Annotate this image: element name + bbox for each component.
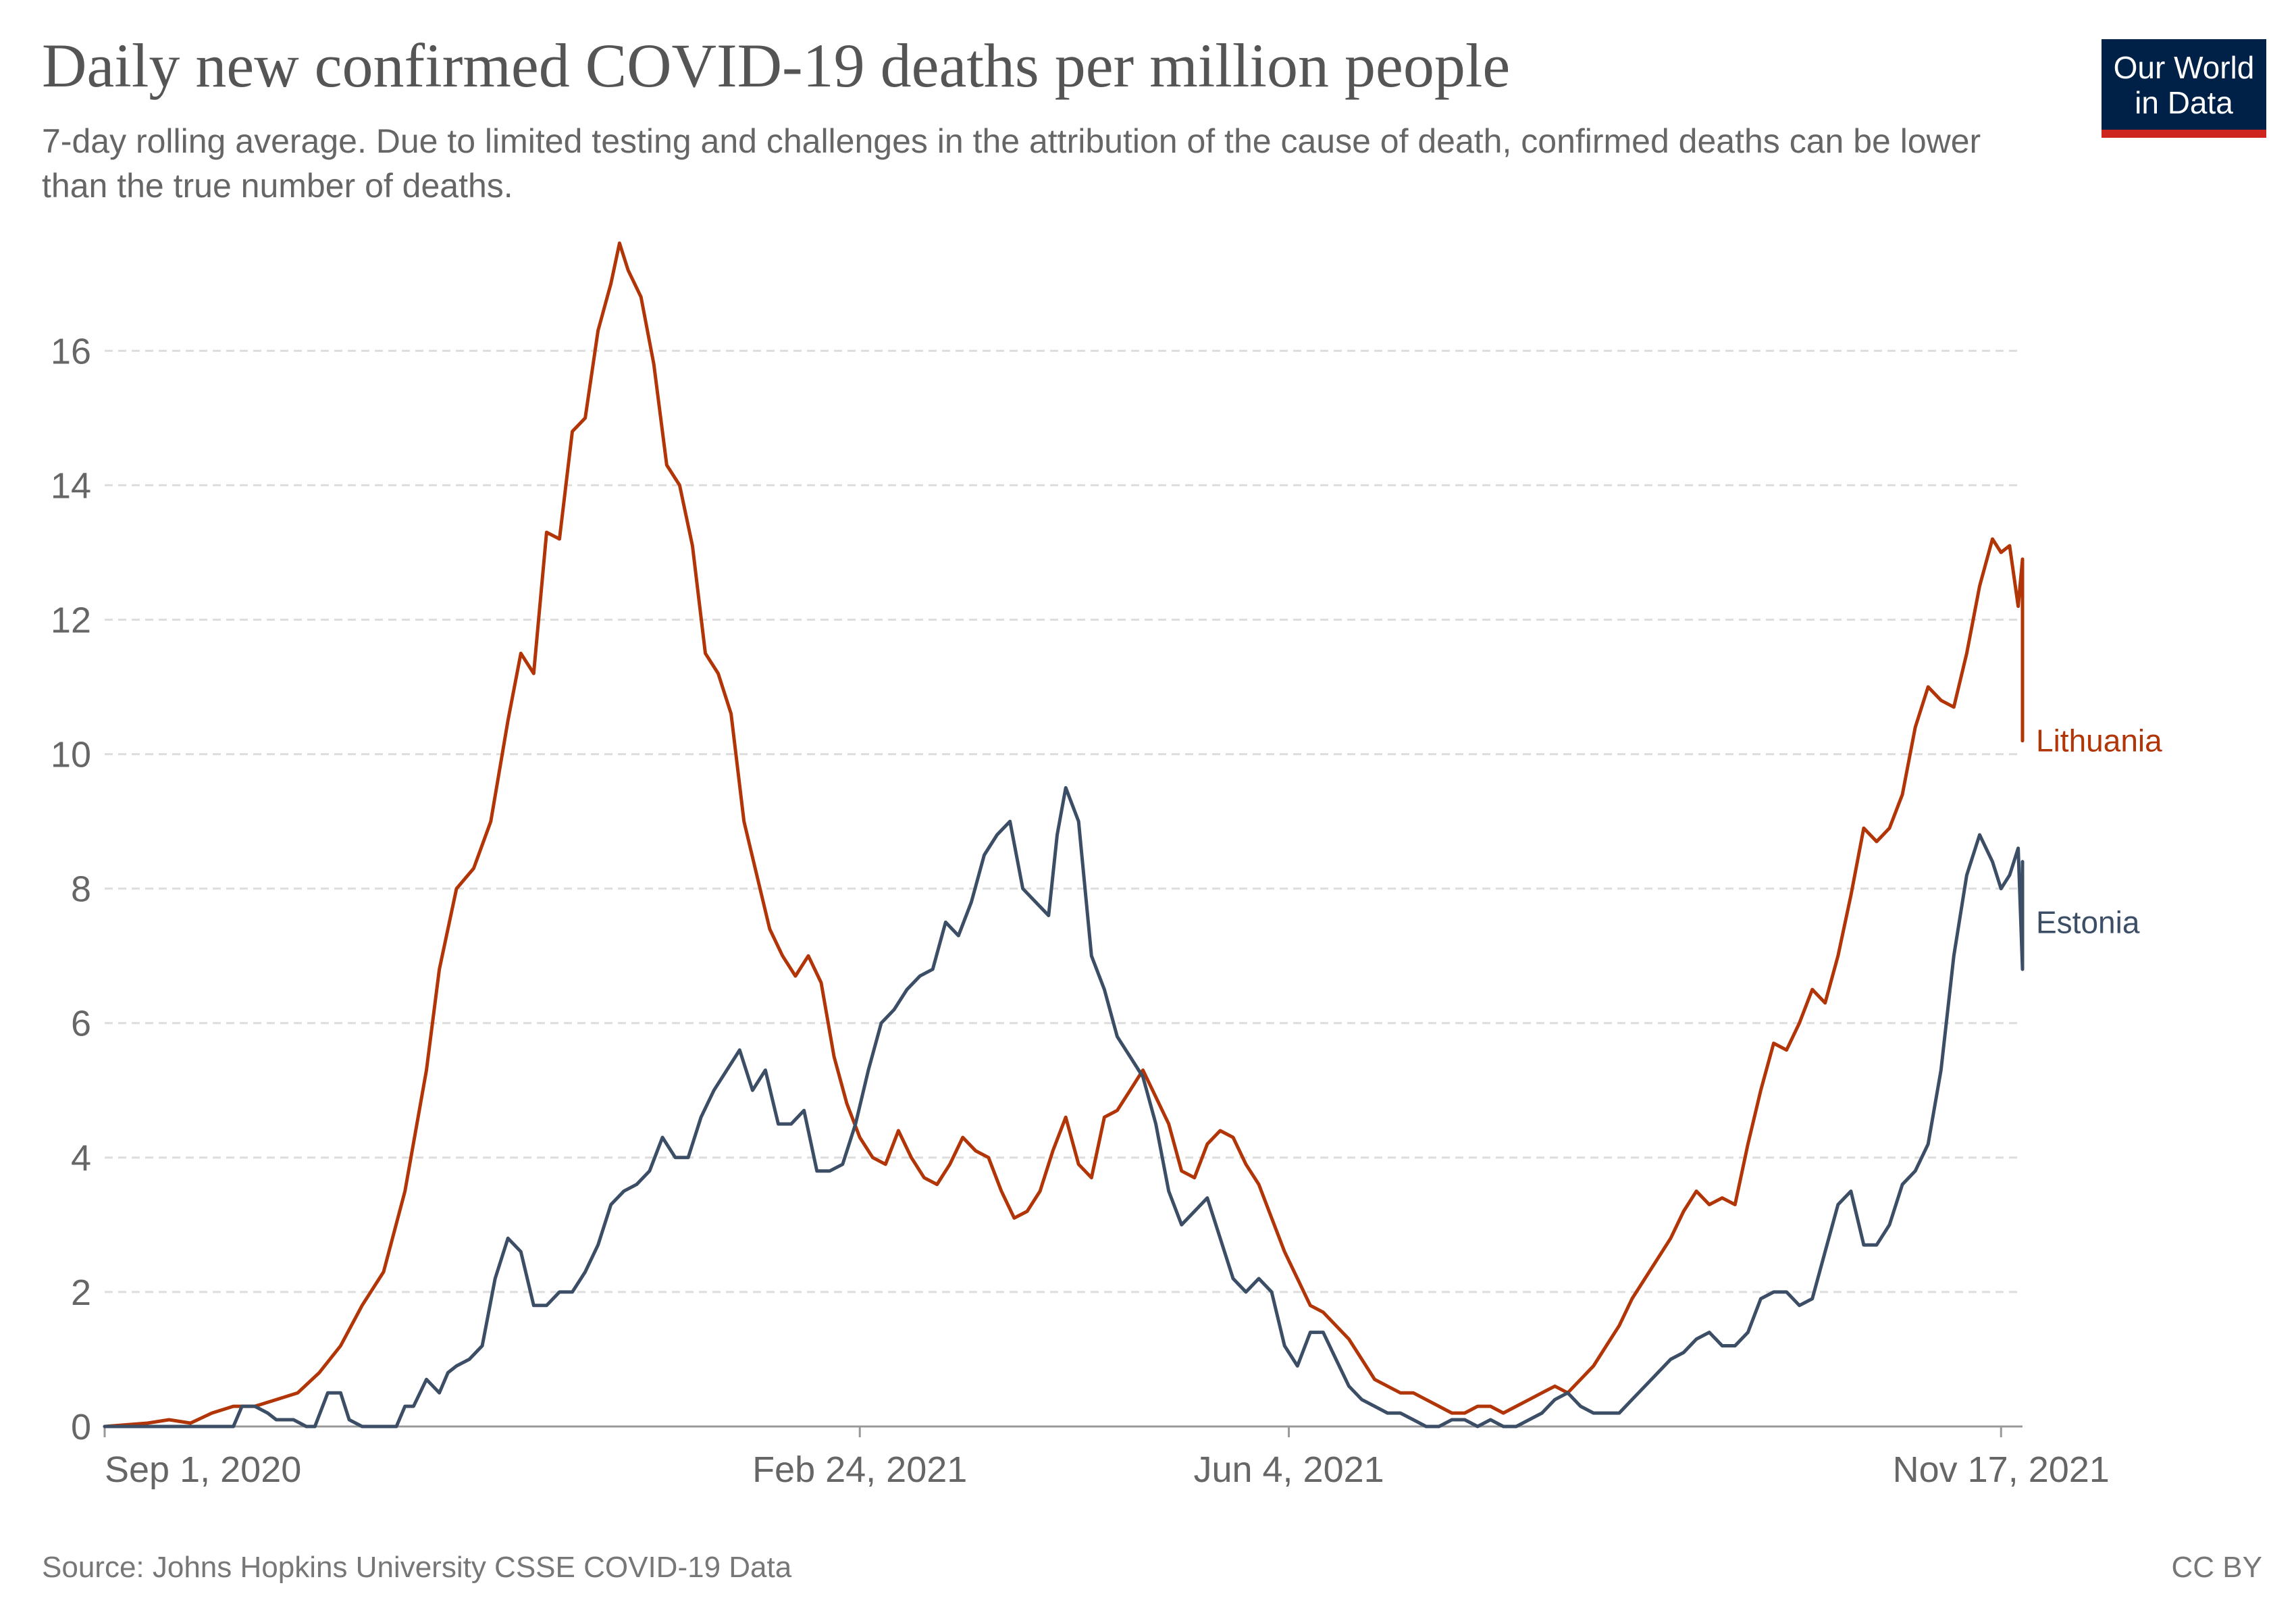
y-tick-label: 8 — [71, 869, 91, 910]
logo-line-1: Our World — [2113, 50, 2255, 85]
x-tick-label: Feb 24, 2021 — [752, 1449, 967, 1490]
series-line-estonia — [103, 786, 2025, 1429]
chart-title: Daily new confirmed COVID-19 deaths per … — [42, 31, 1511, 100]
series-label-estonia: Estonia — [2036, 904, 2140, 940]
x-tick-label: Nov 17, 2021 — [1893, 1449, 2110, 1490]
series-label-lithuania: Lithuania — [2036, 723, 2162, 758]
y-tick-label: 14 — [51, 465, 91, 506]
owid-logo[interactable]: Our World in Data — [2102, 39, 2266, 138]
series-line-lithuania — [103, 241, 2025, 1429]
source-note[interactable]: Source: Johns Hopkins University CSSE CO… — [42, 1551, 792, 1584]
license-note[interactable]: CC BY — [2171, 1551, 2262, 1584]
x-tick-label: Jun 4, 2021 — [1193, 1449, 1384, 1490]
y-tick-label: 12 — [51, 600, 91, 640]
y-tick-label: 2 — [71, 1272, 91, 1313]
y-tick-label: 0 — [71, 1407, 91, 1447]
y-tick-label: 6 — [71, 1004, 91, 1044]
logo-line-2: in Data — [2135, 85, 2233, 120]
y-tick-label: 16 — [51, 331, 91, 371]
chart-subtitle: 7-day rolling average. Due to limited te… — [42, 122, 1981, 205]
x-tick-label: Sep 1, 2020 — [105, 1449, 301, 1490]
y-tick-label: 10 — [51, 735, 91, 775]
y-tick-label: 4 — [71, 1138, 91, 1179]
